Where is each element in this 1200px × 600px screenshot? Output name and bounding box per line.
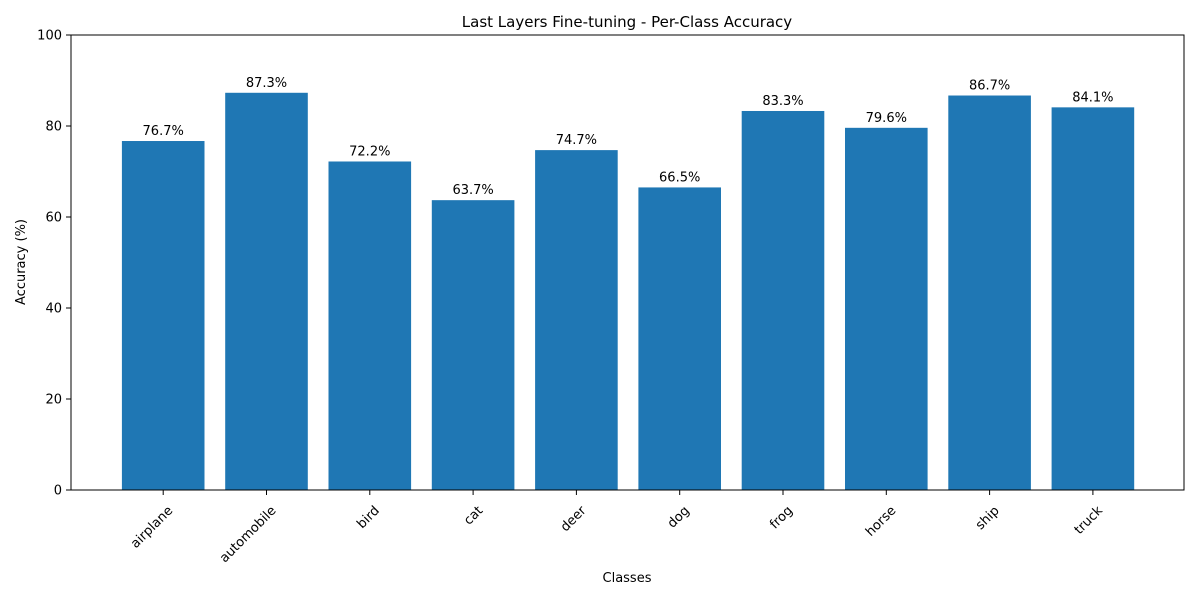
- x-axis: airplane automobile bird cat deer dog frog hors…: [128, 490, 1106, 566]
- y-tick-label: 100: [37, 29, 62, 44]
- x-tick-label-ship: ship: [973, 503, 1003, 533]
- bar-value-label-frog: 83.3%: [762, 94, 803, 109]
- bar-value-label-dog: 66.5%: [659, 170, 700, 185]
- x-tick-label-automobile: automobile: [217, 503, 279, 565]
- y-tick-label: 80: [45, 120, 62, 135]
- x-tick-label-airplane: airplane: [128, 503, 176, 551]
- y-tick-label: 40: [45, 302, 62, 317]
- x-tick-label-frog: frog: [767, 503, 796, 532]
- y-axis-label: Accuracy (%): [14, 219, 29, 305]
- x-tick-label-deer: deer: [558, 503, 590, 535]
- y-tick-label: 60: [45, 211, 62, 226]
- y-tick-label: 0: [54, 484, 62, 499]
- x-tick-label-bird: bird: [354, 503, 382, 531]
- bar-automobile: [225, 92, 308, 490]
- x-tick-label-truck: truck: [1072, 503, 1107, 538]
- bar-airplane: [121, 141, 205, 490]
- bar-ship: [948, 95, 1031, 490]
- x-tick-label-dog: dog: [665, 503, 693, 531]
- bar-value-label-ship: 86.7%: [969, 79, 1010, 94]
- x-axis-label: Classes: [603, 571, 652, 586]
- chart-title: Last Layers Fine-tuning - Per-Class Accu…: [462, 13, 793, 31]
- bar-horse: [845, 127, 928, 490]
- bars-group: 76.7% 87.3% 72.2% 63.7% 74.7% 66.5% 83.3% 79.6%…: [121, 76, 1135, 491]
- bar-value-label-cat: 63.7%: [452, 183, 493, 198]
- bar-value-label-horse: 79.6%: [866, 111, 907, 126]
- bar-value-label-airplane: 76.7%: [143, 124, 184, 139]
- bar-value-label-truck: 84.1%: [1072, 90, 1113, 105]
- bar-truck: [1051, 107, 1135, 490]
- bar-dog: [638, 187, 721, 491]
- bar-deer: [535, 150, 618, 491]
- bar-bird: [328, 161, 412, 491]
- y-tick-label: 20: [45, 393, 62, 408]
- x-tick-label-cat: cat: [461, 503, 486, 528]
- bar-value-label-automobile: 87.3%: [246, 76, 287, 91]
- bar-cat: [431, 200, 515, 491]
- bar-value-label-deer: 74.7%: [556, 133, 597, 148]
- bar-frog: [741, 110, 825, 491]
- x-tick-label-horse: horse: [863, 503, 899, 539]
- bar-value-label-bird: 72.2%: [349, 144, 390, 159]
- y-axis: 0 20 40 60 80 100: [37, 29, 71, 499]
- plot-frame: [70, 34, 1185, 491]
